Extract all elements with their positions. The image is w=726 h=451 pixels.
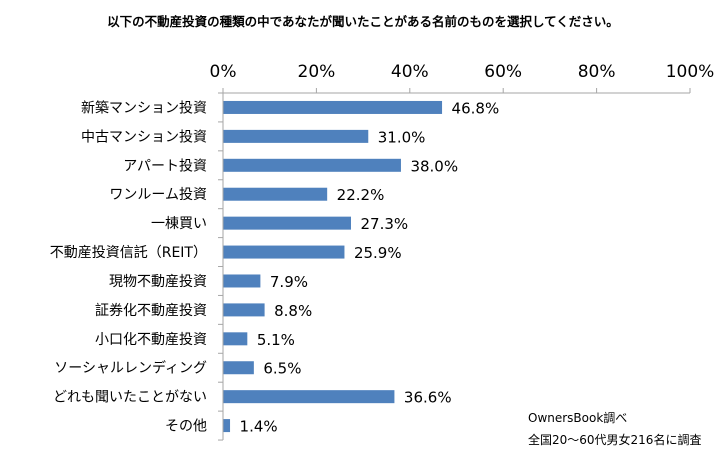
x-tick-label: 0% [210, 62, 237, 82]
data-label: 6.5% [263, 360, 301, 378]
data-label: 27.3% [360, 215, 408, 233]
category-label: 新築マンション投資 [81, 100, 207, 116]
data-label: 36.6% [404, 389, 452, 407]
data-label: 7.9% [270, 273, 308, 291]
data-label: 25.9% [354, 244, 402, 262]
x-axis-ticks: 0% 20% 40% 60% 80% 100% [210, 62, 715, 82]
data-label: 46.8% [452, 99, 500, 117]
survey-note: 全国20～60代男女216名に調査 [528, 432, 701, 447]
bar [223, 419, 231, 433]
bar [223, 158, 401, 172]
bar [223, 303, 265, 317]
category-label: 小口化不動産投資 [95, 332, 207, 348]
x-tick-label: 20% [298, 62, 336, 82]
bars [223, 100, 443, 433]
axes [218, 88, 691, 441]
bar [223, 390, 395, 404]
category-label: ワンルーム投資 [109, 187, 207, 203]
data-label: 1.4% [240, 418, 278, 436]
category-label: 証券化不動産投資 [95, 303, 207, 319]
category-labels: 新築マンション投資中古マンション投資アパート投資ワンルーム投資一棟買い不動産投資… [50, 100, 207, 434]
data-label: 31.0% [378, 128, 426, 146]
category-label: ソーシャルレンディング [54, 360, 207, 377]
data-label: 22.2% [337, 186, 385, 204]
bar [223, 245, 345, 259]
bar [223, 100, 443, 114]
data-label: 5.1% [257, 331, 295, 349]
category-label: 現物不動産投資 [109, 274, 207, 290]
category-label: 一棟買い [151, 216, 207, 232]
source-note: OwnersBook調べ [528, 411, 627, 425]
chart-title: 以下の不動産投資の種類の中であなたが聞いたことがある名前のものを選択してください… [107, 14, 619, 29]
category-label: どれも聞いたことがない [53, 390, 207, 406]
x-tick-label: 40% [391, 62, 429, 82]
data-label: 38.0% [410, 157, 458, 175]
category-label: その他 [165, 419, 207, 435]
x-tick-label: 80% [578, 62, 616, 82]
bar [223, 216, 351, 230]
data-label: 8.8% [274, 302, 312, 320]
x-tick-label: 100% [666, 62, 715, 82]
bar [223, 332, 248, 346]
bar [223, 274, 261, 288]
x-tick-label: 60% [484, 62, 522, 82]
category-label: 不動産投資信託（REIT） [50, 245, 207, 261]
value-labels: 46.8% 31.0% 38.0% 22.2% 27.3% 25.9% 7.9% 8.8% 5.… [240, 99, 500, 435]
category-label: アパート投資 [123, 158, 207, 174]
bar [223, 187, 328, 201]
bar [223, 129, 369, 143]
bar [223, 361, 254, 375]
category-label: 中古マンション投資 [81, 129, 207, 145]
